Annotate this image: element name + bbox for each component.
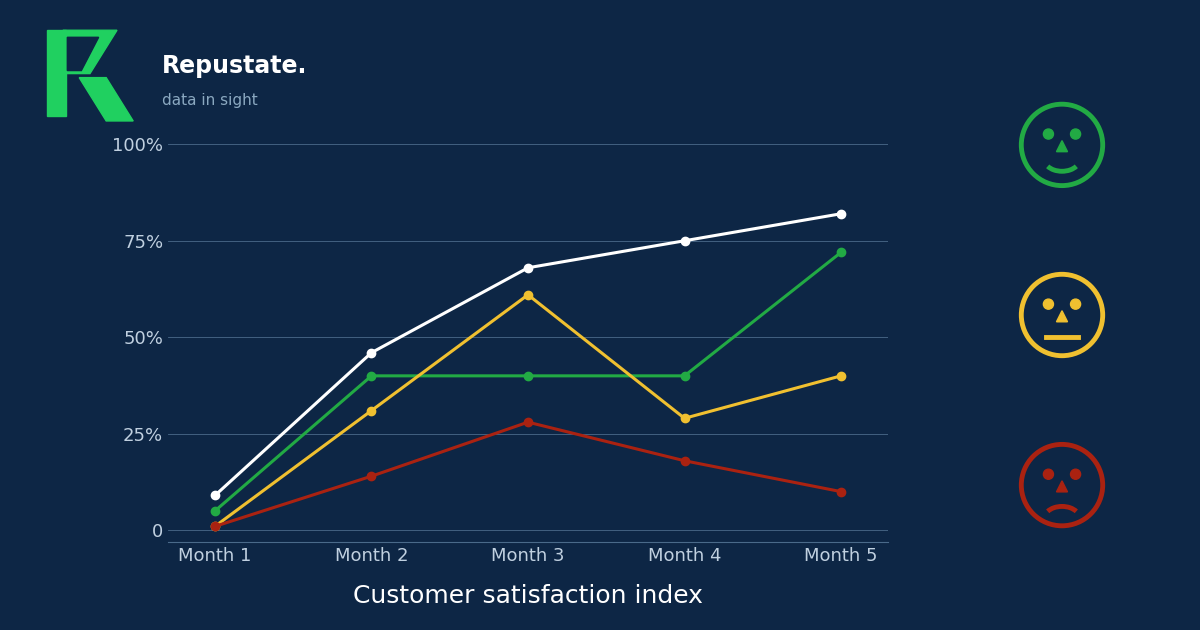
Polygon shape xyxy=(64,30,118,74)
Polygon shape xyxy=(1056,140,1068,152)
Circle shape xyxy=(1043,129,1054,139)
Polygon shape xyxy=(79,77,133,121)
X-axis label: Customer satisfaction index: Customer satisfaction index xyxy=(353,584,703,608)
Polygon shape xyxy=(67,37,98,71)
Circle shape xyxy=(1043,299,1054,309)
Circle shape xyxy=(1070,299,1081,309)
Polygon shape xyxy=(47,30,66,116)
Text: data in sight: data in sight xyxy=(162,93,258,108)
Polygon shape xyxy=(1056,481,1068,492)
Text: Repustate.: Repustate. xyxy=(162,54,307,78)
Circle shape xyxy=(1043,469,1054,479)
Circle shape xyxy=(1070,469,1081,479)
Circle shape xyxy=(1070,129,1081,139)
Polygon shape xyxy=(1056,311,1068,322)
